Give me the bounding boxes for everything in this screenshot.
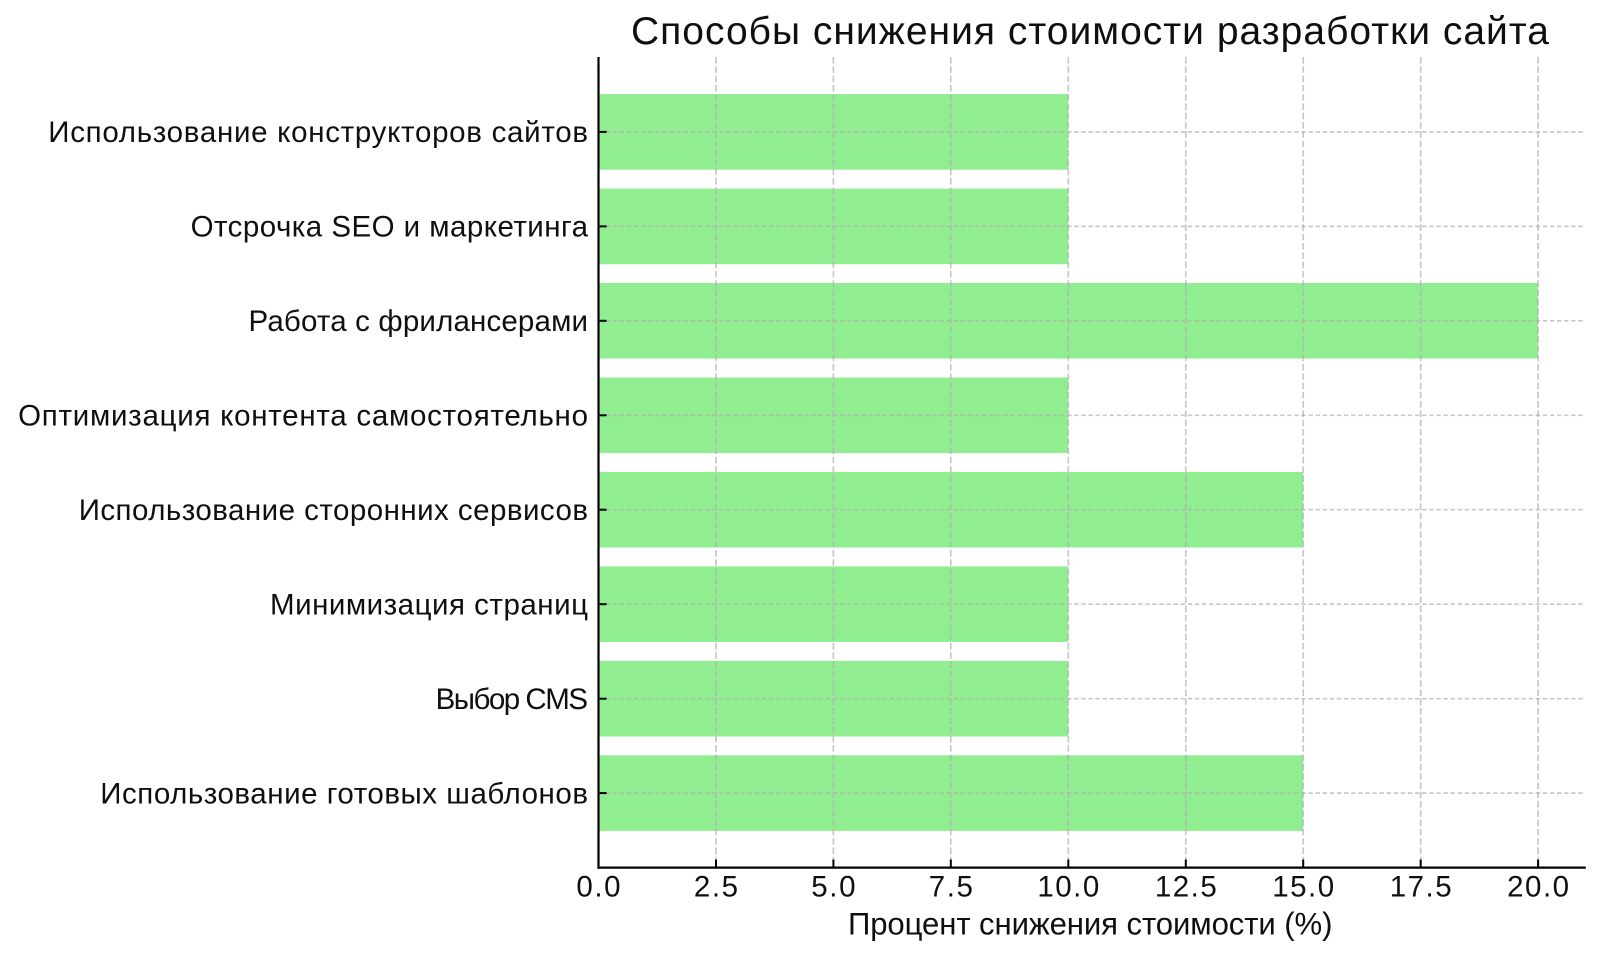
- svg-text:2.5: 2.5: [694, 871, 738, 904]
- svg-text:Выбор CMS: Выбор CMS: [436, 683, 588, 716]
- svg-text:Работа с фрилансерами: Работа с фрилансерами: [249, 305, 589, 338]
- svg-text:7.5: 7.5: [929, 871, 973, 904]
- svg-text:17.5: 17.5: [1390, 871, 1452, 904]
- svg-text:5.0: 5.0: [811, 871, 855, 904]
- svg-text:20.0: 20.0: [1507, 871, 1569, 904]
- svg-text:Минимизация страниц: Минимизация страниц: [270, 588, 588, 621]
- svg-text:10.0: 10.0: [1037, 871, 1099, 904]
- svg-text:12.5: 12.5: [1155, 871, 1217, 904]
- svg-text:15.0: 15.0: [1272, 871, 1334, 904]
- svg-text:Процент снижения стоимости (%): Процент снижения стоимости (%): [848, 906, 1333, 941]
- svg-text:Использование готовых шаблонов: Использование готовых шаблонов: [100, 777, 588, 810]
- svg-text:Использование конструкторов са: Использование конструкторов сайтов: [48, 116, 588, 149]
- svg-text:Оптимизация контента самостоят: Оптимизация контента самостоятельно: [18, 400, 588, 433]
- svg-text:Отсрочка SEO и маркетинга: Отсрочка SEO и маркетинга: [191, 211, 589, 244]
- svg-text:Использование сторонних сервис: Использование сторонних сервисов: [79, 494, 588, 527]
- svg-text:Способы снижения стоимости раз: Способы снижения стоимости разработки са…: [631, 10, 1549, 53]
- svg-text:0.0: 0.0: [576, 871, 620, 904]
